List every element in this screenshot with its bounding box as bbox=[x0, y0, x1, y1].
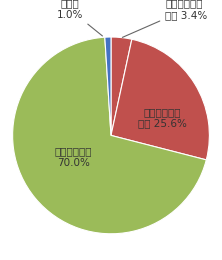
Wedge shape bbox=[111, 39, 209, 160]
Text: 聞いたことが
ある 25.6%: 聞いたことが ある 25.6% bbox=[138, 107, 187, 128]
Wedge shape bbox=[105, 37, 111, 135]
Wedge shape bbox=[111, 37, 132, 135]
Text: 内容を知って
いる 3.4%: 内容を知って いる 3.4% bbox=[122, 0, 207, 37]
Wedge shape bbox=[13, 37, 206, 234]
Text: 知らなかった
70.0%: 知らなかった 70.0% bbox=[55, 146, 92, 168]
Text: 無回答
1.0%: 無回答 1.0% bbox=[56, 0, 102, 36]
